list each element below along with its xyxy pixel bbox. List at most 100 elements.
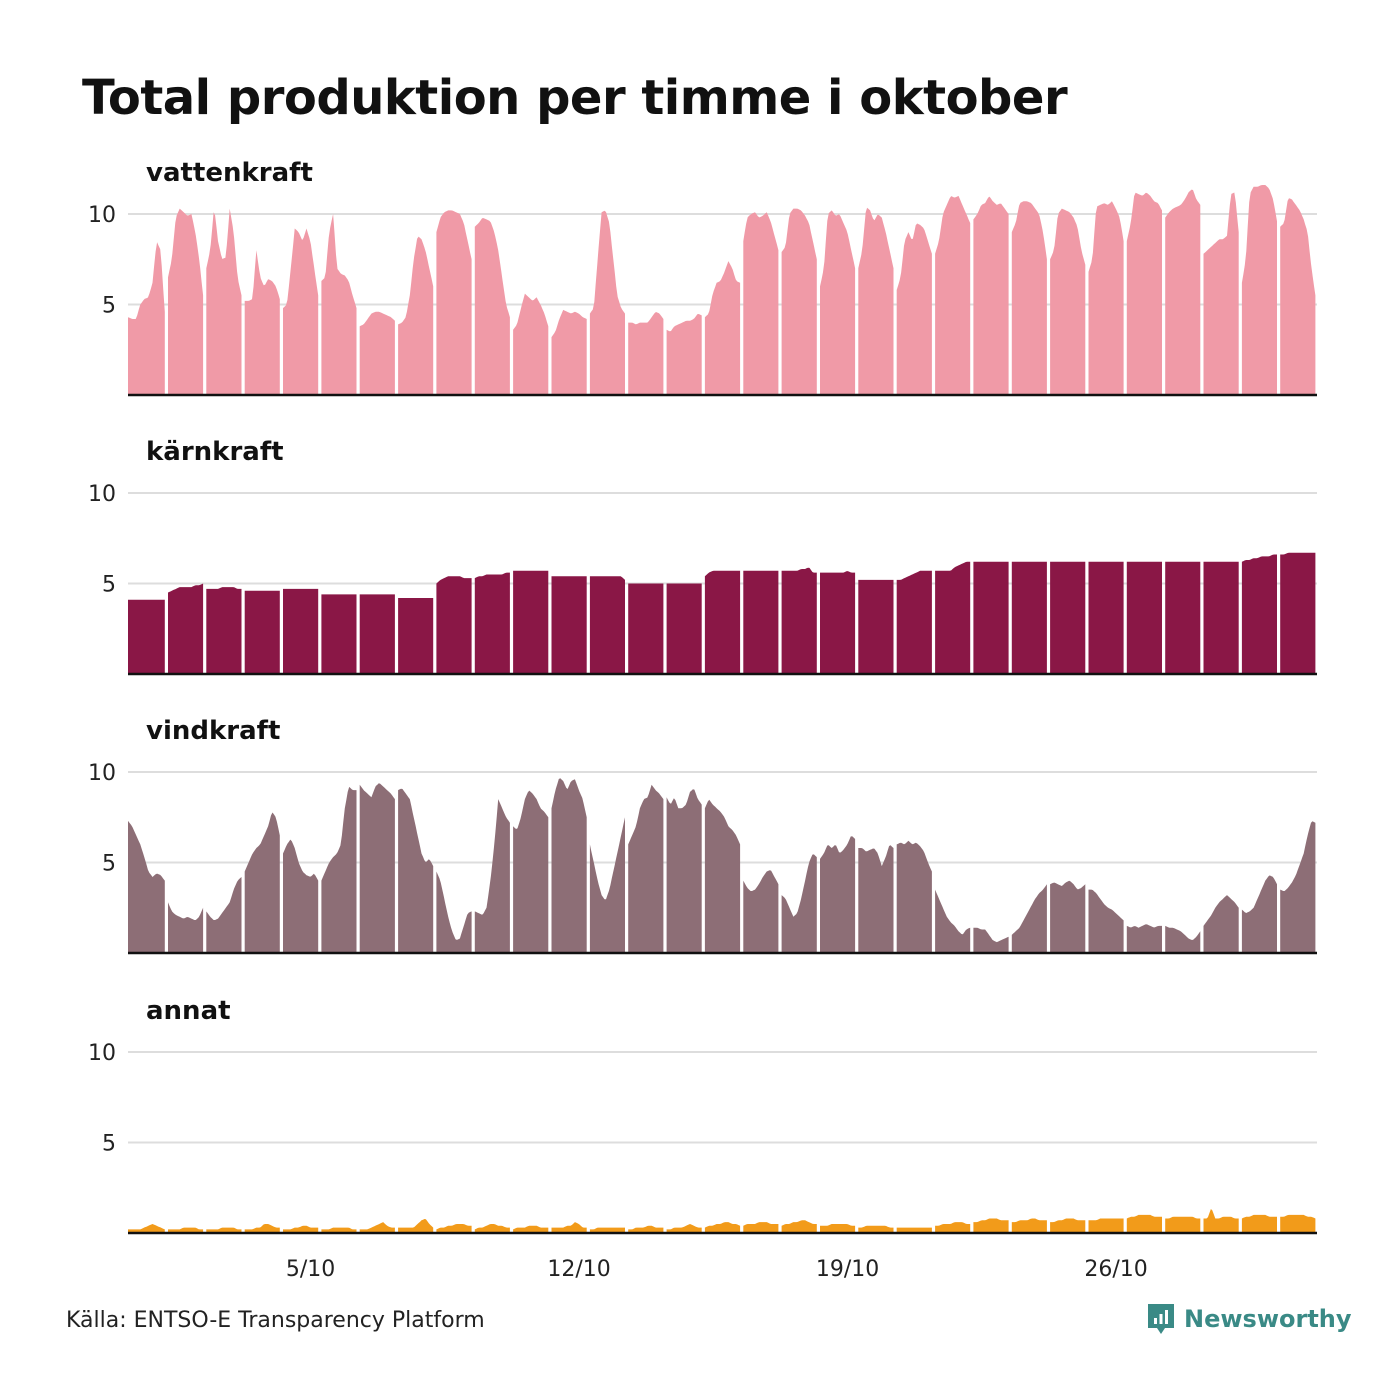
area-kärnkraft-day-16 bbox=[704, 570, 741, 674]
brand-logo: Newsworthy bbox=[1146, 1302, 1352, 1336]
area-annat-day-26 bbox=[1088, 1218, 1124, 1233]
area-vattenkraft-day-10 bbox=[474, 218, 510, 395]
area-vindkraft-day-1 bbox=[128, 820, 165, 953]
y-tick-label: 5 bbox=[102, 1132, 116, 1157]
area-vindkraft-day-23 bbox=[973, 927, 1009, 953]
area-vindkraft-day-13 bbox=[589, 817, 625, 953]
area-vattenkraft-day-23 bbox=[973, 196, 1009, 395]
area-vindkraft-day-5 bbox=[283, 839, 319, 953]
area-vattenkraft-day-6 bbox=[321, 214, 357, 395]
area-vattenkraft-day-18 bbox=[781, 208, 817, 395]
area-vindkraft-day-30 bbox=[1241, 875, 1277, 953]
area-annat-day-28 bbox=[1165, 1216, 1201, 1233]
area-kärnkraft-day-6 bbox=[321, 594, 357, 674]
y-tick-label: 10 bbox=[88, 761, 116, 786]
area-annat-day-25 bbox=[1050, 1218, 1086, 1233]
area-vindkraft-day-14 bbox=[628, 784, 664, 953]
area-kärnkraft-day-31 bbox=[1280, 552, 1316, 674]
area-annat-day-19 bbox=[820, 1224, 856, 1233]
y-tick-label: 5 bbox=[102, 852, 116, 877]
area-vindkraft-day-20 bbox=[858, 845, 894, 953]
area-kärnkraft-day-5 bbox=[283, 588, 319, 674]
area-vindkraft-day-6 bbox=[321, 786, 357, 953]
area-kärnkraft-day-28 bbox=[1165, 561, 1201, 674]
area-vindkraft-day-15 bbox=[666, 789, 702, 953]
area-vindkraft-day-28 bbox=[1165, 925, 1201, 953]
area-annat-day-14 bbox=[628, 1225, 664, 1233]
area-kärnkraft-day-12 bbox=[551, 576, 587, 674]
area-vattenkraft-day-13 bbox=[589, 210, 625, 395]
area-annat-day-3 bbox=[206, 1227, 242, 1233]
area-vindkraft-day-12 bbox=[551, 778, 587, 953]
area-vindkraft-day-2 bbox=[168, 902, 204, 953]
area-kärnkraft-day-23 bbox=[973, 561, 1009, 674]
area-annat-day-23 bbox=[973, 1218, 1009, 1233]
area-kärnkraft-day-27 bbox=[1126, 561, 1162, 674]
area-annat-day-13 bbox=[589, 1227, 625, 1233]
area-annat-day-11 bbox=[513, 1225, 549, 1233]
area-kärnkraft-day-11 bbox=[513, 570, 549, 674]
y-tick-label: 10 bbox=[88, 482, 116, 507]
area-kärnkraft-day-29 bbox=[1203, 561, 1239, 674]
area-vattenkraft-day-28 bbox=[1165, 189, 1201, 395]
area-kärnkraft-day-21 bbox=[896, 570, 932, 674]
area-annat-day-20 bbox=[858, 1225, 894, 1233]
area-kärnkraft-day-25 bbox=[1050, 561, 1086, 674]
area-vindkraft-day-27 bbox=[1126, 924, 1162, 953]
area-annat-day-4 bbox=[244, 1224, 280, 1233]
area-kärnkraft-day-20 bbox=[858, 579, 894, 674]
area-vindkraft-day-16 bbox=[704, 799, 741, 953]
area-kärnkraft-day-3 bbox=[206, 587, 242, 674]
area-kärnkraft-day-13 bbox=[589, 576, 625, 674]
area-annat-day-12 bbox=[551, 1222, 587, 1233]
area-annat-day-17 bbox=[743, 1222, 779, 1233]
area-annat-day-30 bbox=[1241, 1214, 1277, 1233]
area-kärnkraft-day-18 bbox=[781, 567, 817, 674]
chart-canvas: 5 10 vattenkraft 5 10 kärnkraft 5 10 vindkraft 5 1… bbox=[88, 158, 1317, 1282]
area-vindkraft-day-8 bbox=[398, 788, 434, 953]
area-vattenkraft-day-12 bbox=[551, 309, 587, 395]
area-vindkraft-day-22 bbox=[935, 889, 971, 953]
newsworthy-logo-icon bbox=[1148, 1304, 1174, 1334]
area-vattenkraft-day-21 bbox=[896, 223, 932, 395]
area-kärnkraft-day-8 bbox=[398, 598, 434, 674]
y-tick-label: 10 bbox=[88, 203, 116, 228]
area-vattenkraft-day-2 bbox=[168, 208, 204, 395]
panel-title-3: annat bbox=[146, 996, 231, 1026]
area-vattenkraft-day-16 bbox=[704, 261, 741, 395]
area-annat-day-27 bbox=[1126, 1214, 1162, 1233]
area-annat-day-21 bbox=[896, 1227, 932, 1233]
area-vattenkraft-day-24 bbox=[1011, 201, 1047, 395]
x-tick-label: 12/10 bbox=[547, 1257, 610, 1282]
area-annat-day-6 bbox=[321, 1227, 357, 1233]
area-vattenkraft-day-22 bbox=[935, 195, 971, 395]
area-kärnkraft-day-14 bbox=[628, 583, 664, 674]
area-annat-day-15 bbox=[666, 1224, 702, 1233]
area-annat-day-16 bbox=[704, 1222, 741, 1233]
area-kärnkraft-day-22 bbox=[935, 561, 971, 674]
area-vattenkraft-day-27 bbox=[1126, 192, 1162, 395]
area-annat-day-8 bbox=[398, 1219, 434, 1233]
area-vindkraft-day-10 bbox=[474, 799, 510, 953]
area-annat-day-22 bbox=[935, 1222, 971, 1233]
area-annat-day-10 bbox=[474, 1224, 510, 1233]
area-kärnkraft-day-1 bbox=[128, 599, 165, 674]
area-annat-day-1 bbox=[128, 1224, 165, 1233]
area-kärnkraft-day-19 bbox=[820, 571, 856, 674]
area-kärnkraft-day-15 bbox=[666, 583, 702, 674]
area-vindkraft-day-18 bbox=[781, 854, 817, 953]
area-vattenkraft-day-8 bbox=[398, 236, 434, 395]
area-vattenkraft-day-25 bbox=[1050, 208, 1086, 395]
brand-name: Newsworthy bbox=[1184, 1305, 1352, 1333]
area-annat-day-5 bbox=[283, 1225, 319, 1233]
panel-title-1: kärnkraft bbox=[146, 437, 284, 467]
area-vindkraft-day-19 bbox=[820, 836, 856, 953]
area-vattenkraft-day-15 bbox=[666, 314, 702, 395]
area-annat-day-18 bbox=[781, 1220, 817, 1233]
x-tick-label: 5/10 bbox=[286, 1257, 335, 1282]
area-vattenkraft-day-30 bbox=[1241, 185, 1277, 395]
source-note: Källa: ENTSO-E Transparency Platform bbox=[66, 1308, 485, 1333]
area-vindkraft-day-3 bbox=[206, 877, 242, 953]
area-kärnkraft-day-26 bbox=[1088, 561, 1124, 674]
area-kärnkraft-day-9 bbox=[436, 576, 472, 674]
